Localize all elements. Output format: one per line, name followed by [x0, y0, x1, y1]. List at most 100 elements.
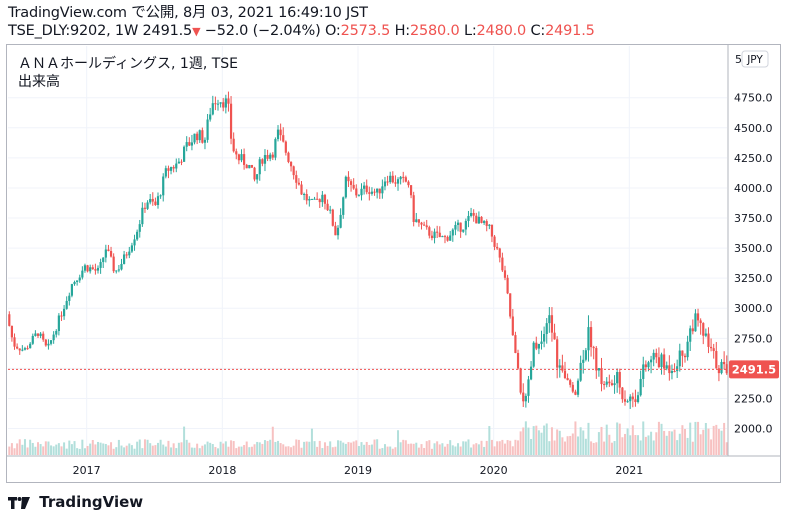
volume-bar	[44, 441, 47, 455]
candle-body	[109, 251, 113, 257]
volume-bar	[498, 441, 501, 455]
volume-bar	[720, 430, 723, 455]
instrument-title: ＡＮＡホールディングス, 1週, TSE	[18, 55, 238, 72]
volume-bar	[571, 433, 574, 455]
price-tick-label: 4750.0	[734, 92, 773, 105]
volume-bar	[316, 446, 319, 455]
down-arrow-icon: ▼	[192, 25, 201, 38]
candle-body	[702, 323, 705, 336]
candle-body	[417, 219, 420, 223]
candle-body	[352, 184, 355, 189]
volume-bar	[34, 446, 37, 455]
candle-body	[459, 222, 462, 232]
chart-header: TradingView.com で公開, 8月 03, 2021 16:49:1…	[8, 4, 784, 41]
volume-bar	[310, 428, 313, 455]
volume-bar	[683, 429, 686, 455]
candle-body	[723, 361, 726, 365]
volume-bar	[97, 441, 100, 455]
candle-body	[216, 103, 220, 105]
candle-body	[532, 342, 535, 367]
candle-body	[102, 257, 105, 263]
volume-bar	[37, 442, 40, 455]
volume-bar	[368, 444, 371, 455]
candle-body	[177, 161, 180, 164]
candle-body	[162, 176, 165, 196]
volume-bar	[425, 441, 428, 455]
candle-body	[70, 284, 74, 296]
candle-body	[16, 346, 19, 349]
candle-body	[193, 133, 196, 143]
time-tick-label: 2020	[480, 464, 508, 477]
candle-body	[571, 384, 574, 392]
volume-bar	[60, 446, 63, 455]
candle-body	[227, 98, 230, 104]
brand-footer[interactable]: TradingView	[8, 493, 143, 511]
candle-body	[263, 155, 267, 164]
candle-body	[136, 231, 139, 240]
candle-body	[443, 236, 447, 238]
volume-bar	[626, 428, 629, 455]
time-tick-label: 2019	[344, 464, 372, 477]
candle-body	[52, 334, 55, 341]
candle-body	[423, 224, 426, 226]
volume-bar	[151, 445, 154, 455]
volume-bar	[70, 444, 73, 455]
volume-bar	[394, 447, 397, 455]
candle-body	[321, 194, 324, 203]
volume-bar	[480, 440, 483, 455]
volume-bar	[660, 423, 663, 455]
brand-name: TradingView	[39, 493, 144, 511]
candle-body	[673, 370, 676, 372]
candle-body	[686, 341, 689, 358]
candle-body	[579, 362, 582, 381]
candle-body	[159, 195, 162, 197]
candle-body	[569, 380, 572, 385]
candle-body	[527, 379, 530, 396]
site-name[interactable]: TradingView.com	[8, 5, 127, 21]
candle-body	[274, 139, 277, 158]
volume-bar	[282, 444, 285, 455]
volume-bar	[503, 443, 506, 455]
candle-body	[636, 395, 640, 403]
candle-body	[211, 103, 214, 115]
volume-bar	[467, 439, 470, 455]
candle-body	[655, 352, 658, 358]
chart-frame[interactable]	[6, 44, 781, 483]
volume-bar	[214, 446, 217, 455]
candle-body	[589, 327, 593, 348]
volume-bar	[136, 441, 139, 455]
candle-body	[222, 102, 225, 108]
candle-body	[237, 154, 240, 161]
volume-bar	[650, 431, 653, 455]
volume-bar	[23, 439, 26, 455]
candle-body	[141, 207, 144, 225]
candle-body	[704, 333, 707, 336]
volume-bar	[326, 445, 329, 455]
volume-bar	[271, 426, 274, 455]
candle-body	[29, 343, 32, 349]
candle-body	[493, 236, 496, 247]
volume-bar	[501, 439, 504, 455]
volume-bar	[172, 443, 175, 455]
volume-bar	[143, 439, 146, 455]
candle-body	[310, 198, 314, 200]
volume-bar	[514, 439, 517, 455]
candle-body	[323, 194, 327, 204]
last-price-tag-label: 2491.5	[732, 362, 776, 376]
candle-body	[707, 333, 710, 347]
volume-bar	[490, 439, 493, 455]
candle-body	[506, 277, 509, 294]
volume-bar	[209, 442, 212, 455]
volume-bar	[389, 446, 392, 455]
volume-bar	[517, 440, 520, 455]
volume-bar	[668, 431, 671, 455]
candle-body	[616, 372, 619, 384]
volume-bar	[357, 446, 360, 455]
candle-body	[415, 219, 418, 222]
volume-bar	[219, 441, 222, 455]
candle-body	[678, 350, 681, 367]
volume-bar	[477, 444, 480, 455]
candle-body	[550, 315, 554, 333]
candle-body	[483, 221, 486, 223]
